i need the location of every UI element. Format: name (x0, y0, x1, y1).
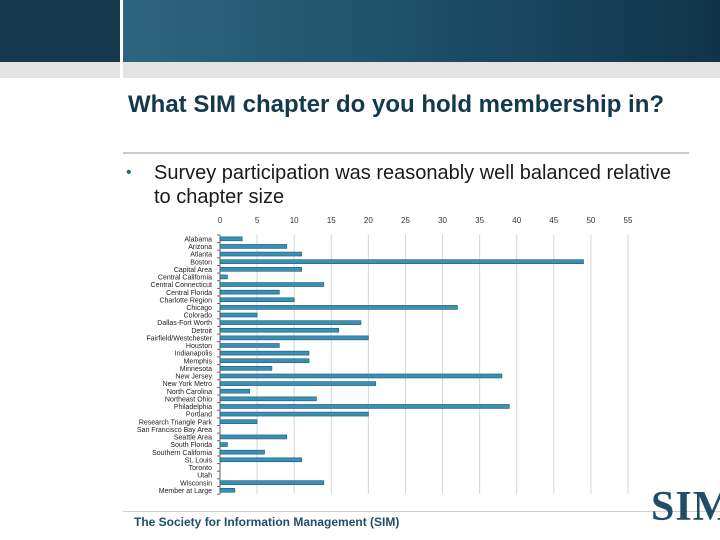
category-label: Toronto (189, 465, 212, 472)
category-label: Minnesota (180, 366, 212, 373)
x-tick-label: 10 (290, 216, 299, 225)
x-tick-label: 50 (586, 216, 595, 225)
category-label: Central California (158, 275, 212, 282)
bar (219, 434, 288, 440)
header-bar (0, 0, 720, 62)
bar (219, 373, 503, 379)
category-label: Wisconsin (180, 480, 212, 487)
x-tick-label: 25 (401, 216, 410, 225)
category-label: Indianapolis (175, 351, 213, 358)
bar (219, 236, 243, 242)
bar (219, 266, 302, 272)
category-label: Seattle Area (174, 435, 212, 442)
title-underline (123, 152, 689, 154)
category-label: Central Florida (166, 290, 212, 297)
bar (219, 358, 310, 364)
sim-logo: SIM (651, 484, 720, 530)
category-label: Research Triangle Park (139, 419, 213, 426)
bar (219, 335, 369, 341)
category-label: Alabama (184, 236, 212, 243)
bar (219, 289, 280, 295)
x-tick-label: 40 (512, 216, 521, 225)
bar (219, 419, 258, 424)
category-label: Arizona (188, 244, 212, 251)
bar (219, 396, 317, 402)
category-label: Chicago (186, 305, 212, 312)
bar (219, 320, 362, 325)
bar (219, 244, 288, 249)
bar (219, 411, 369, 417)
category-label: San Francisco Bay Area (137, 427, 212, 434)
category-label: Colorado (184, 313, 213, 320)
category-label: Philadelphia (174, 404, 212, 411)
bullet-marker: • (126, 164, 132, 181)
x-tick-label: 55 (624, 216, 633, 225)
footer-organization-name: The Society for Information Management (… (134, 515, 400, 529)
bar (219, 305, 458, 310)
bar (219, 327, 339, 333)
category-label: Central Connecticut (151, 282, 213, 289)
x-tick-label: 0 (218, 216, 223, 225)
footer-divider (123, 511, 720, 512)
bar (219, 312, 258, 318)
bar (219, 274, 228, 280)
bar (219, 350, 310, 356)
category-label: Capital Area (174, 267, 212, 274)
category-label: Charlotte Region (159, 297, 212, 304)
category-label: Detroit (191, 328, 212, 335)
header-divider (120, 0, 123, 62)
category-label: South Florida (170, 442, 212, 449)
bar (219, 480, 325, 485)
category-label: Atlanta (190, 252, 212, 259)
category-label: Dallas-Fort Worth (157, 320, 212, 327)
x-tick-label: 30 (438, 216, 447, 225)
bar (219, 343, 280, 348)
x-tick-label: 5 (255, 216, 260, 225)
bar (219, 449, 265, 455)
x-tick-label: 45 (549, 216, 558, 225)
category-label: New York Metro (163, 381, 213, 388)
category-label: Member at Large (159, 488, 212, 495)
bar (219, 404, 510, 409)
bar (219, 297, 295, 303)
category-label: Southern California (152, 450, 212, 457)
bar (219, 259, 584, 264)
category-label: New Jersey (175, 374, 212, 381)
bar (219, 457, 302, 463)
category-label: Portland (186, 412, 212, 419)
category-label: North Carolina (167, 389, 212, 396)
slide-title: What SIM chapter do you hold membership … (128, 91, 665, 118)
bar (219, 381, 377, 386)
bar (219, 282, 325, 287)
bar (219, 388, 250, 394)
bar (219, 442, 228, 447)
category-label: Houston (186, 343, 212, 350)
bar (219, 487, 236, 493)
category-label: Fairfield/Westchester (146, 335, 212, 342)
bullet-text: Survey participation was reasonably well… (154, 162, 671, 208)
header-band-right (123, 62, 720, 78)
category-label: Utah (197, 473, 212, 480)
bar-chart: 0 5 10 15 20 25 30 35 40 45 50 55 AlabamaArizonaAtla… (137, 216, 633, 495)
header-right-block (123, 0, 720, 62)
header-left-block (0, 0, 120, 62)
category-label: St. Louis (185, 457, 213, 464)
bar (219, 251, 302, 257)
x-tick-label: 35 (475, 216, 484, 225)
bar (219, 366, 273, 371)
header-band-left (0, 62, 120, 78)
category-label: Northeast Ohio (165, 396, 212, 403)
x-tick-label: 15 (327, 216, 336, 225)
x-tick-label: 20 (364, 216, 373, 225)
category-label: Boston (190, 259, 212, 266)
category-label: Memphis (184, 358, 213, 365)
